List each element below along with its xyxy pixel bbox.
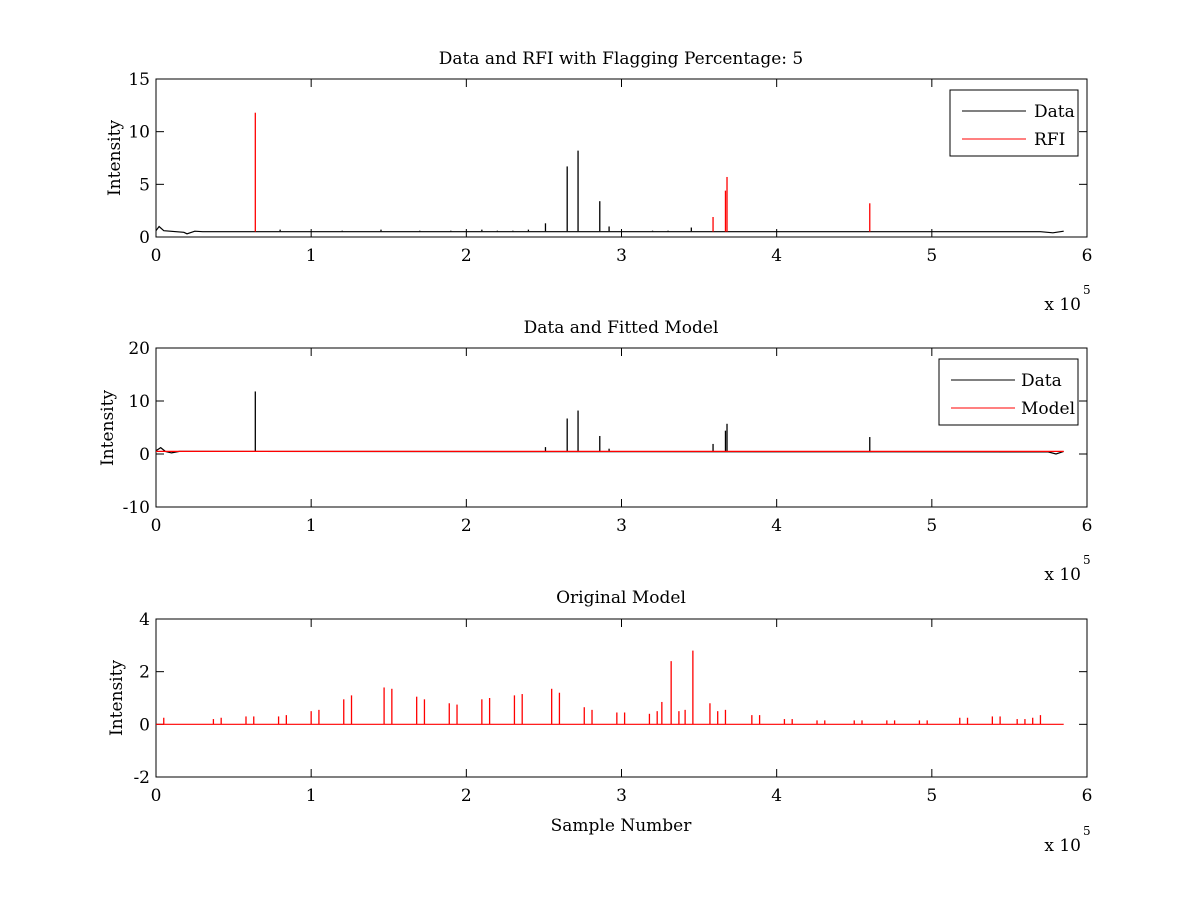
y-axis-label: Intensity (107, 660, 127, 736)
x-multiplier-exponent: 5 (1083, 824, 1091, 838)
y-tick-label: -2 (133, 768, 150, 788)
x-multiplier: x 10 (1044, 565, 1081, 585)
y-tick-label: 4 (139, 610, 150, 630)
x-tick-label: 1 (306, 786, 317, 806)
y-axis-label: Intensity (98, 390, 118, 466)
panel-rfi: Data and RFI with Flagging Percentage: 5… (105, 49, 1092, 315)
x-tick-label: 1 (306, 516, 317, 536)
y-tick-label: 15 (128, 70, 150, 90)
series-rfi (254, 112, 871, 232)
panel-fitted-model: Data and Fitted Model Intensity 0 1 2 3 4 5 6 -… (98, 318, 1092, 585)
x-tick-label: 1 (306, 246, 317, 266)
x-tick-label: 0 (151, 516, 162, 536)
panel-title: Original Model (556, 588, 686, 608)
x-tick-label: 0 (151, 246, 162, 266)
x-tick-label: 5 (926, 246, 937, 266)
y-tick-label: 10 (128, 123, 150, 143)
y-axis-label: Intensity (105, 120, 125, 196)
legend-label-model: Model (1021, 399, 1075, 419)
series-baseline (155, 225, 1064, 235)
x-tick-label: 4 (771, 246, 782, 266)
x-tick-label: 3 (616, 246, 627, 266)
legend: Data Model (938, 358, 1079, 426)
y-tick-label: 0 (139, 445, 150, 465)
x-tick-label: 6 (1082, 246, 1093, 266)
x-tick-label: 2 (461, 516, 472, 536)
x-tick-label: 6 (1082, 786, 1093, 806)
x-tick-label: 2 (461, 786, 472, 806)
x-multiplier: x 10 (1044, 295, 1081, 315)
legend-label-rfi: RFI (1034, 130, 1065, 150)
series-data (155, 150, 1064, 235)
legend-label-data: Data (1021, 371, 1062, 391)
x-tick-label: 5 (926, 786, 937, 806)
x-tick-label: 3 (616, 786, 627, 806)
y-tick-label: 0 (139, 228, 150, 248)
series-baseline (155, 446, 1064, 455)
x-axis-label: Sample Number (551, 816, 693, 836)
x-tick-label: 2 (461, 246, 472, 266)
x-multiplier-exponent: 5 (1083, 553, 1091, 567)
x-multiplier: x 10 (1044, 836, 1081, 856)
x-tick-label: 5 (926, 516, 937, 536)
x-tick-label: 4 (771, 516, 782, 536)
panel-title: Data and RFI with Flagging Percentage: 5 (439, 49, 803, 69)
axes-frame (155, 78, 1088, 238)
legend: Data RFI (949, 89, 1079, 157)
panel-title: Data and Fitted Model (524, 318, 719, 338)
x-multiplier-exponent: 5 (1083, 283, 1091, 297)
x-tick-label: 3 (616, 516, 627, 536)
series-model (156, 650, 1064, 725)
x-tick-label: 6 (1082, 516, 1093, 536)
x-tick-label: 4 (771, 786, 782, 806)
y-tick-label: 10 (128, 392, 150, 412)
y-tick-label: -10 (123, 498, 150, 518)
y-tick-label: 0 (139, 715, 150, 735)
plot-area: 0 1 2 3 4 5 6 0 5 10 15 (128, 70, 1092, 266)
y-tick-label: 2 (139, 663, 150, 683)
y-tick-label: 5 (139, 175, 150, 195)
y-tick-label: 20 (128, 339, 150, 359)
x-tick-label: 0 (151, 786, 162, 806)
legend-label-data: Data (1034, 102, 1075, 122)
axes-frame (155, 618, 1088, 778)
panel-original-model: Original Model Intensity Sample Number 0… (107, 588, 1092, 856)
series-data (155, 391, 1064, 455)
